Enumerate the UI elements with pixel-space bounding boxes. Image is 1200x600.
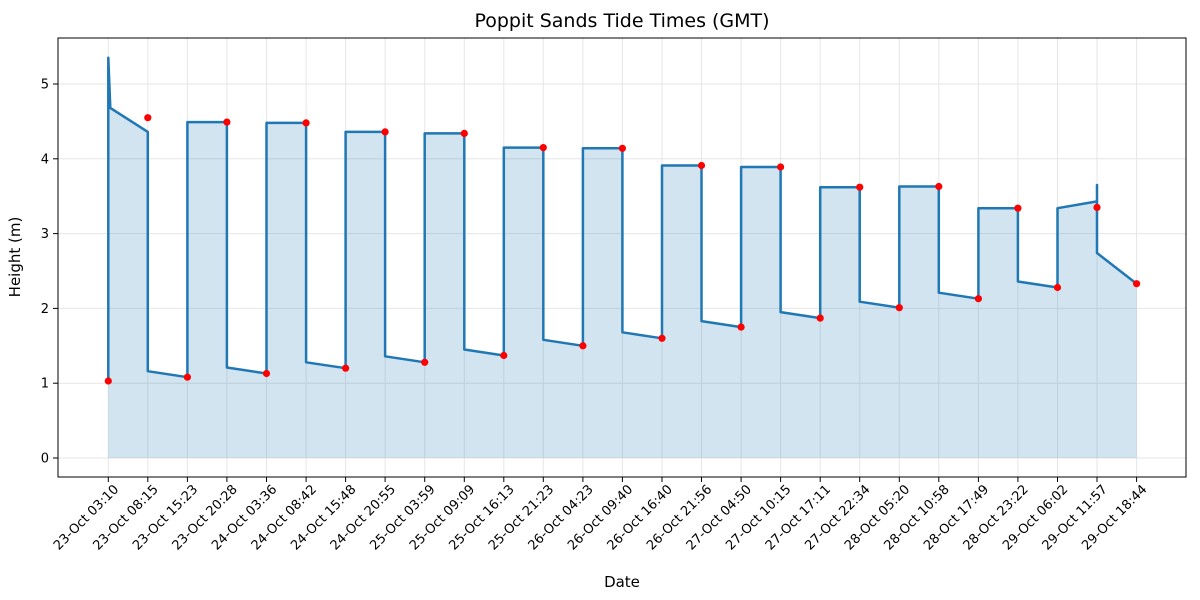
y-tick-label: 0 bbox=[41, 452, 49, 467]
data-point bbox=[618, 144, 627, 152]
data-point bbox=[302, 119, 310, 127]
data-point bbox=[816, 314, 824, 322]
data-point bbox=[342, 364, 350, 372]
data-point bbox=[183, 373, 191, 381]
data-point bbox=[579, 342, 587, 350]
data-point bbox=[737, 323, 745, 331]
y-tick-label: 1 bbox=[41, 377, 49, 392]
data-point bbox=[262, 369, 271, 378]
x-axis-label: Date bbox=[604, 573, 640, 591]
data-point bbox=[1053, 283, 1062, 292]
data-point bbox=[223, 118, 231, 126]
data-point bbox=[421, 358, 429, 366]
data-point bbox=[856, 183, 864, 191]
data-point bbox=[895, 304, 903, 312]
data-point bbox=[104, 377, 112, 385]
data-point bbox=[777, 163, 785, 171]
tide-area-fill bbox=[108, 57, 1137, 459]
data-point bbox=[697, 161, 706, 170]
data-point bbox=[500, 351, 508, 360]
data-point bbox=[1014, 204, 1022, 212]
data-point bbox=[539, 144, 547, 152]
y-tick-label: 2 bbox=[41, 302, 49, 317]
y-axis-label: Height (m) bbox=[6, 217, 24, 298]
data-point bbox=[1133, 280, 1141, 288]
data-point bbox=[1093, 203, 1101, 211]
y-tick-label: 5 bbox=[41, 78, 49, 93]
chart-title: Poppit Sands Tide Times (GMT) bbox=[474, 10, 769, 32]
data-point bbox=[144, 114, 152, 122]
data-point bbox=[381, 128, 389, 136]
y-tick-label: 3 bbox=[41, 227, 49, 242]
data-point bbox=[658, 334, 666, 342]
y-tick-label: 4 bbox=[41, 152, 49, 167]
data-point bbox=[460, 129, 468, 137]
data-point bbox=[974, 295, 983, 303]
data-point bbox=[935, 182, 943, 191]
